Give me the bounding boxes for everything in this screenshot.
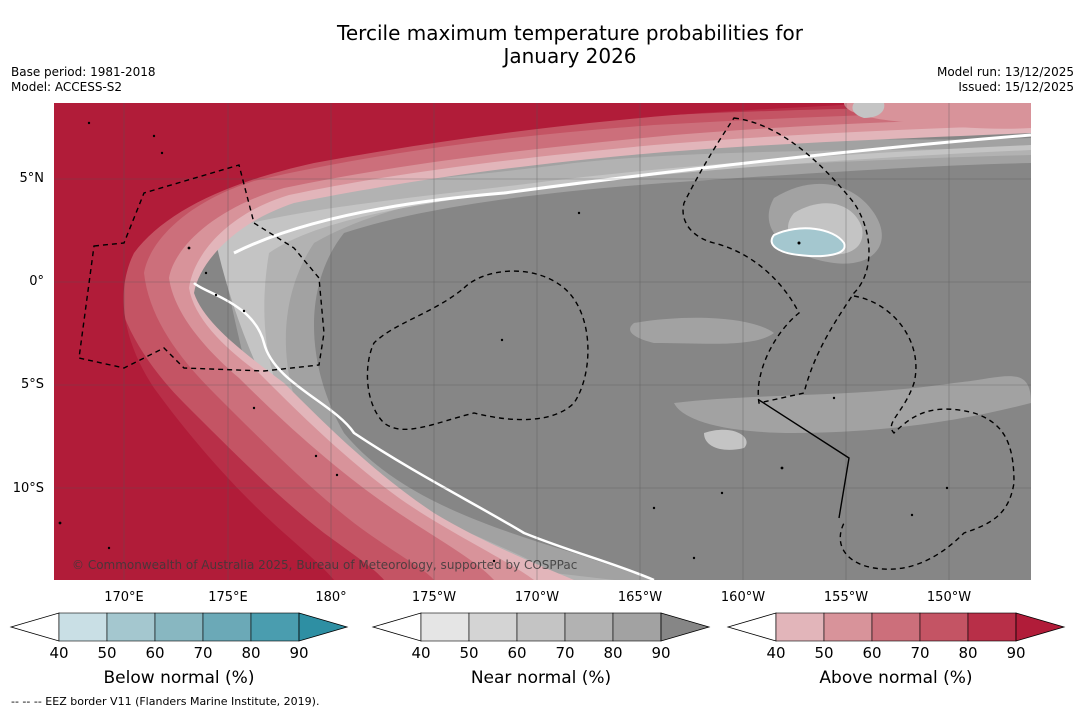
map-canvas: [54, 103, 1031, 580]
lon-label: 165°W: [617, 590, 663, 605]
field-above-90: [54, 103, 874, 580]
lat-label: 5°S: [20, 377, 44, 392]
islands: [58, 121, 949, 563]
near-segment: [564, 612, 614, 642]
meta-left: Base period: 1981-2018 Model: ACCESS-S2: [11, 65, 156, 95]
lon-label: 175°W: [411, 590, 457, 605]
near-extend-low: [371, 612, 422, 642]
lat-label: 10°S: [12, 481, 44, 496]
cbar-above-tick: 60: [862, 644, 882, 662]
eez-footnote: -- -- -- EEZ border V11 (Flanders Marine…: [11, 695, 320, 708]
above-segment: [775, 612, 825, 642]
field-near-notch: [852, 103, 885, 118]
above-segment: [823, 612, 873, 642]
cbar-above-tick: 90: [1006, 644, 1026, 662]
colorbar-near: [371, 612, 711, 642]
field-near-patch-3: [630, 317, 774, 344]
cbar-near-tick: 80: [603, 644, 623, 662]
below-segment: [202, 612, 252, 642]
near-segment: [420, 612, 470, 642]
near-segment: [612, 612, 662, 642]
colorbar-below: [9, 612, 349, 642]
near-extend-high: [660, 612, 711, 642]
lon-label: 170°W: [514, 590, 560, 605]
probability-map: [54, 103, 1031, 580]
eez-borders: [78, 117, 1015, 570]
title-line-1: Tercile maximum temperature probabilitie…: [337, 21, 803, 45]
eez-solid: [758, 399, 850, 519]
above-segment: [967, 612, 1017, 642]
above-extend-low: [726, 612, 777, 642]
field-above-60: [54, 103, 1031, 580]
title-line-2: January 2026: [503, 44, 637, 68]
meta-right: Model run: 13/12/2025 Issued: 15/12/2025: [937, 65, 1074, 95]
below-segment: [154, 612, 204, 642]
cbar-near-tick: 50: [459, 644, 479, 662]
field-below-40: [770, 227, 846, 258]
cbar-near-tick: 60: [507, 644, 527, 662]
lon-label: 175°E: [208, 590, 248, 605]
lon-label: 160°W: [720, 590, 766, 605]
lon-label: 150°W: [926, 590, 972, 605]
cbar-near-tick: 70: [555, 644, 575, 662]
lon-label: 180°: [315, 590, 347, 605]
lat-label: 5°N: [19, 171, 45, 186]
field-near-patch-5: [704, 429, 747, 450]
below-segment: [58, 612, 108, 642]
cbar-near-title: Near normal (%): [470, 668, 612, 688]
cbar-below-title: Below normal (%): [103, 668, 255, 688]
below-segment: [106, 612, 156, 642]
cbar-above-tick: 70: [910, 644, 930, 662]
cbar-below-tick: 90: [289, 644, 309, 662]
colorbars: [9, 612, 1066, 642]
copyright-credit: © Commonwealth of Australia 2025, Bureau…: [72, 558, 578, 572]
field-near-patch-4: [674, 376, 1031, 433]
cbar-near-tick: 40: [411, 644, 431, 662]
lon-label: 170°E: [104, 590, 144, 605]
lon-label: 155°W: [823, 590, 869, 605]
cbar-below-tick: 60: [145, 644, 165, 662]
near-segment: [516, 612, 566, 642]
cbar-near-tick: 90: [651, 644, 671, 662]
near-segment: [468, 612, 518, 642]
colorbar-above: [726, 612, 1066, 642]
cbar-below-tick: 70: [193, 644, 213, 662]
cbar-below-tick: 80: [241, 644, 261, 662]
issued-date: Issued: 15/12/2025: [958, 80, 1074, 94]
boundary-white: [233, 133, 1031, 255]
below-segment: [250, 612, 300, 642]
map-title: Tercile maximum temperature probabilitie…: [0, 22, 1085, 68]
base-period: Base period: 1981-2018: [11, 65, 156, 79]
cbar-below-tick: 50: [97, 644, 117, 662]
boundary-white-2: [193, 282, 655, 580]
above-segment: [919, 612, 969, 642]
above-segment: [871, 612, 921, 642]
model-name: Model: ACCESS-S2: [11, 80, 123, 94]
cbar-above-tick: 40: [766, 644, 786, 662]
cbar-above-title: Above normal (%): [819, 668, 973, 688]
above-extend-high: [1015, 612, 1066, 642]
below-extend-high: [298, 612, 349, 642]
lat-label: 0°: [29, 274, 44, 289]
model-run: Model run: 13/12/2025: [936, 65, 1074, 79]
cbar-below-tick: 40: [49, 644, 69, 662]
graticule: [54, 103, 1031, 580]
below-extend-low: [9, 612, 60, 642]
cbar-above-tick: 50: [814, 644, 834, 662]
field-above-notch: [844, 103, 1031, 129]
cbar-above-tick: 80: [958, 644, 978, 662]
